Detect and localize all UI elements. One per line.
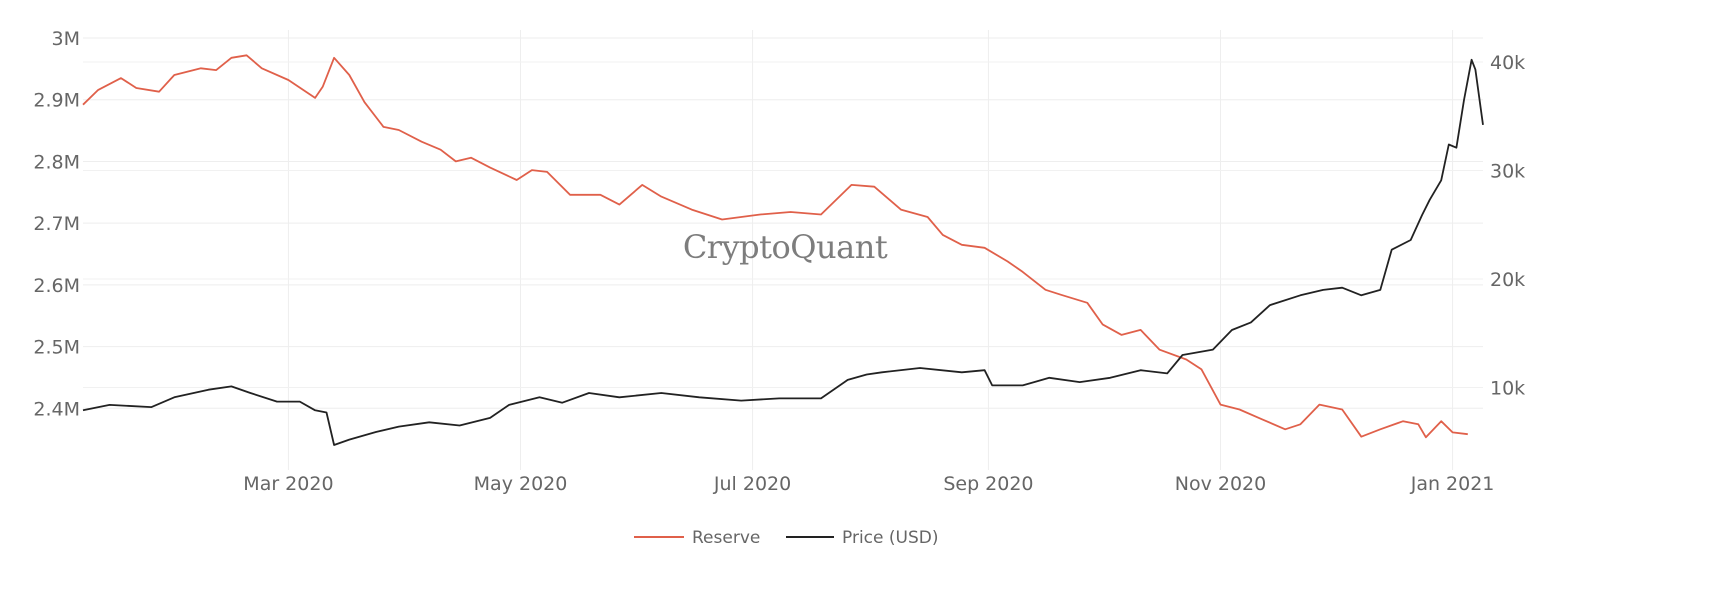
y-right-tick-label: 30k <box>1490 161 1525 183</box>
y-left-tick-label: 2.5M <box>33 337 80 359</box>
axis-ticks: Mar 2020 May 2020 Jul 2020 Sep 2020 Nov 2020… <box>33 28 1525 495</box>
series-line-price <box>82 58 1484 446</box>
x-tick-label: Nov 2020 <box>1175 473 1266 495</box>
watermark-logo: CryptoQuant <box>683 228 888 266</box>
y-left-tick-label: 2.9M <box>33 90 80 112</box>
grid-lines <box>83 30 1483 470</box>
legend-label-reserve: Reserve <box>692 528 760 548</box>
y-left-tick-label: 3M <box>52 28 80 50</box>
series-lines <box>82 54 1484 446</box>
x-tick-label: Jul 2020 <box>713 473 791 495</box>
y-right-tick-label: 10k <box>1490 378 1525 400</box>
x-tick-label: May 2020 <box>474 473 568 495</box>
y-right-tick-label: 20k <box>1490 269 1525 291</box>
legend-label-price: Price (USD) <box>842 528 938 548</box>
y-left-tick-label: 2.4M <box>33 398 80 420</box>
legend-item-price[interactable]: Price (USD) <box>786 528 938 548</box>
y-left-tick-label: 2.7M <box>33 213 80 235</box>
x-tick-label: Mar 2020 <box>243 473 333 495</box>
y-left-tick-label: 2.8M <box>33 151 80 173</box>
y-left-tick-label: 2.6M <box>33 275 80 297</box>
x-tick-label: Jan 2021 <box>1410 473 1495 495</box>
y-right-tick-label: 40k <box>1490 52 1525 74</box>
x-tick-label: Sep 2020 <box>943 473 1033 495</box>
legend-item-reserve[interactable]: Reserve <box>634 528 760 548</box>
legend[interactable]: Reserve Price (USD) <box>634 528 938 548</box>
series-line-reserve <box>82 54 1468 439</box>
